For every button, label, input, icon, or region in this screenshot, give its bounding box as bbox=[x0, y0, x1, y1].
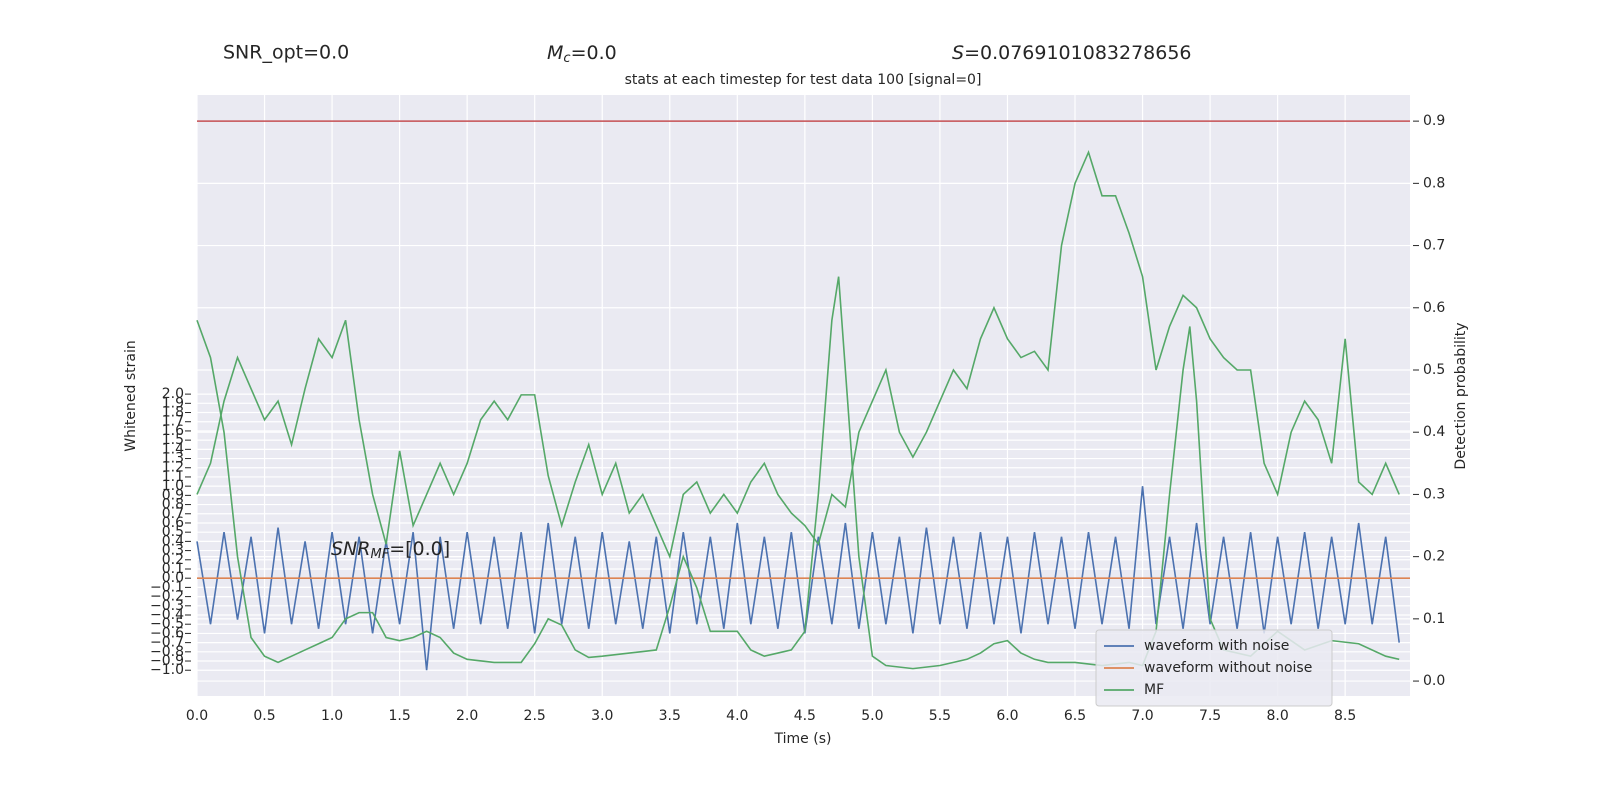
x-tick-label: 8.5 bbox=[1334, 708, 1356, 724]
legend-label: waveform without noise bbox=[1144, 660, 1312, 676]
series-line bbox=[196, 276, 1400, 670]
x-tick-label: 0.0 bbox=[186, 708, 208, 724]
y2-tick-label: 0.0 bbox=[1423, 673, 1445, 689]
y-tick-label: −1.0 bbox=[150, 662, 184, 678]
y-tick-label: 0.0 bbox=[162, 570, 184, 586]
legend-label: waveform with noise bbox=[1144, 638, 1289, 654]
y-tick-label: −0.8 bbox=[150, 644, 184, 660]
y-tick-label: −0.5 bbox=[150, 616, 184, 632]
y-tick-label: −0.1 bbox=[150, 579, 184, 595]
x-tick-label: 3.5 bbox=[659, 708, 681, 724]
x-tick-label: 3.0 bbox=[591, 708, 613, 724]
x-tick-label: 1.5 bbox=[388, 708, 410, 724]
mc-annotation: Mc=0.0 bbox=[547, 42, 617, 66]
y-tick-label: −0.3 bbox=[150, 598, 184, 614]
y-tick-label: 0.9 bbox=[162, 487, 184, 503]
legend: waveform with noise waveform without nois… bbox=[1095, 629, 1333, 707]
y-tick-label: 1.7 bbox=[162, 414, 184, 430]
y-tick-label: −0.7 bbox=[150, 635, 184, 651]
y-tick-label: 0.3 bbox=[162, 543, 184, 559]
y-tick-label: 1.9 bbox=[162, 395, 184, 411]
y-axis-label: Whitened strain bbox=[123, 340, 139, 451]
y-tick-label: 0.4 bbox=[162, 533, 184, 549]
x-tick-label: 7.5 bbox=[1199, 708, 1221, 724]
y2-tick-label: 0.5 bbox=[1423, 362, 1445, 378]
y2-tick-label: 0.4 bbox=[1423, 424, 1445, 440]
chart-title: stats at each timestep for test data 100… bbox=[625, 72, 982, 88]
y-tick-label: 1.4 bbox=[162, 441, 184, 457]
y2-tick-label: 0.2 bbox=[1423, 549, 1445, 565]
y-tick-label: −0.2 bbox=[150, 589, 184, 605]
series-line bbox=[196, 149, 1400, 560]
x-tick-label: 5.0 bbox=[861, 708, 883, 724]
y2-tick-label: 0.9 bbox=[1423, 113, 1445, 129]
y-tick-label: 1.5 bbox=[162, 432, 184, 448]
y-tick-label: −0.9 bbox=[150, 653, 184, 669]
y-tick-label: 1.0 bbox=[162, 478, 184, 494]
y-tick-label: 0.6 bbox=[162, 515, 184, 531]
y-tick-label: 0.8 bbox=[162, 497, 184, 513]
y2-tick-label: 0.3 bbox=[1423, 486, 1445, 502]
y2-tick-label: 0.7 bbox=[1423, 238, 1445, 254]
y-tick-label: −0.4 bbox=[150, 607, 184, 623]
y2-tick-label: 0.6 bbox=[1423, 300, 1445, 316]
x-tick-label: 0.5 bbox=[253, 708, 275, 724]
x-tick-label: 5.5 bbox=[929, 708, 951, 724]
y-tick-label: 0.5 bbox=[162, 524, 184, 540]
y2-axis-label: Detection probability bbox=[1453, 322, 1469, 469]
legend-box bbox=[1095, 629, 1333, 707]
x-tick-label: 8.0 bbox=[1266, 708, 1288, 724]
layer: 0.0 0.5 1.0 1.5 2.0 2.5 3.0 3.5 4.0 4.5 5.0 5.5 6.0 6… bbox=[150, 95, 1445, 724]
y2-tick-label: 0.8 bbox=[1423, 175, 1445, 191]
series-line bbox=[196, 486, 1400, 671]
y-tick-label: 1.1 bbox=[162, 469, 184, 485]
x-tick-label: 6.0 bbox=[996, 708, 1018, 724]
x-tick-label: 4.0 bbox=[726, 708, 748, 724]
x-axis-label: Time (s) bbox=[774, 731, 832, 747]
legend-label: MF bbox=[1144, 682, 1164, 698]
x-tick-label: 6.5 bbox=[1064, 708, 1086, 724]
y-tick-label: 0.1 bbox=[162, 561, 184, 577]
snr-mf: SNRMF=[0.0] bbox=[331, 538, 450, 562]
s-annotation: S=0.0769101083278656 bbox=[952, 42, 1192, 64]
snr-opt: SNR_opt=0.0 bbox=[223, 42, 349, 64]
y-tick-label: 1.3 bbox=[162, 451, 184, 467]
x-tick-label: 2.0 bbox=[456, 708, 478, 724]
x-tick-label: 1.0 bbox=[321, 708, 343, 724]
x-tick-label: 7.0 bbox=[1131, 708, 1153, 724]
y-tick-label: −0.6 bbox=[150, 625, 184, 641]
y-tick-label: 1.6 bbox=[162, 423, 184, 439]
y-tick-label: 2.0 bbox=[162, 386, 184, 402]
y2-tick-label: 0.1 bbox=[1423, 611, 1445, 627]
y-tick-label: 1.2 bbox=[162, 460, 184, 476]
y-tick-label: 0.7 bbox=[162, 506, 184, 522]
x-tick-label: 2.5 bbox=[524, 708, 546, 724]
y-tick-label: 0.2 bbox=[162, 552, 184, 568]
y-tick-label: 1.8 bbox=[162, 405, 184, 421]
x-tick-label: 4.5 bbox=[794, 708, 816, 724]
